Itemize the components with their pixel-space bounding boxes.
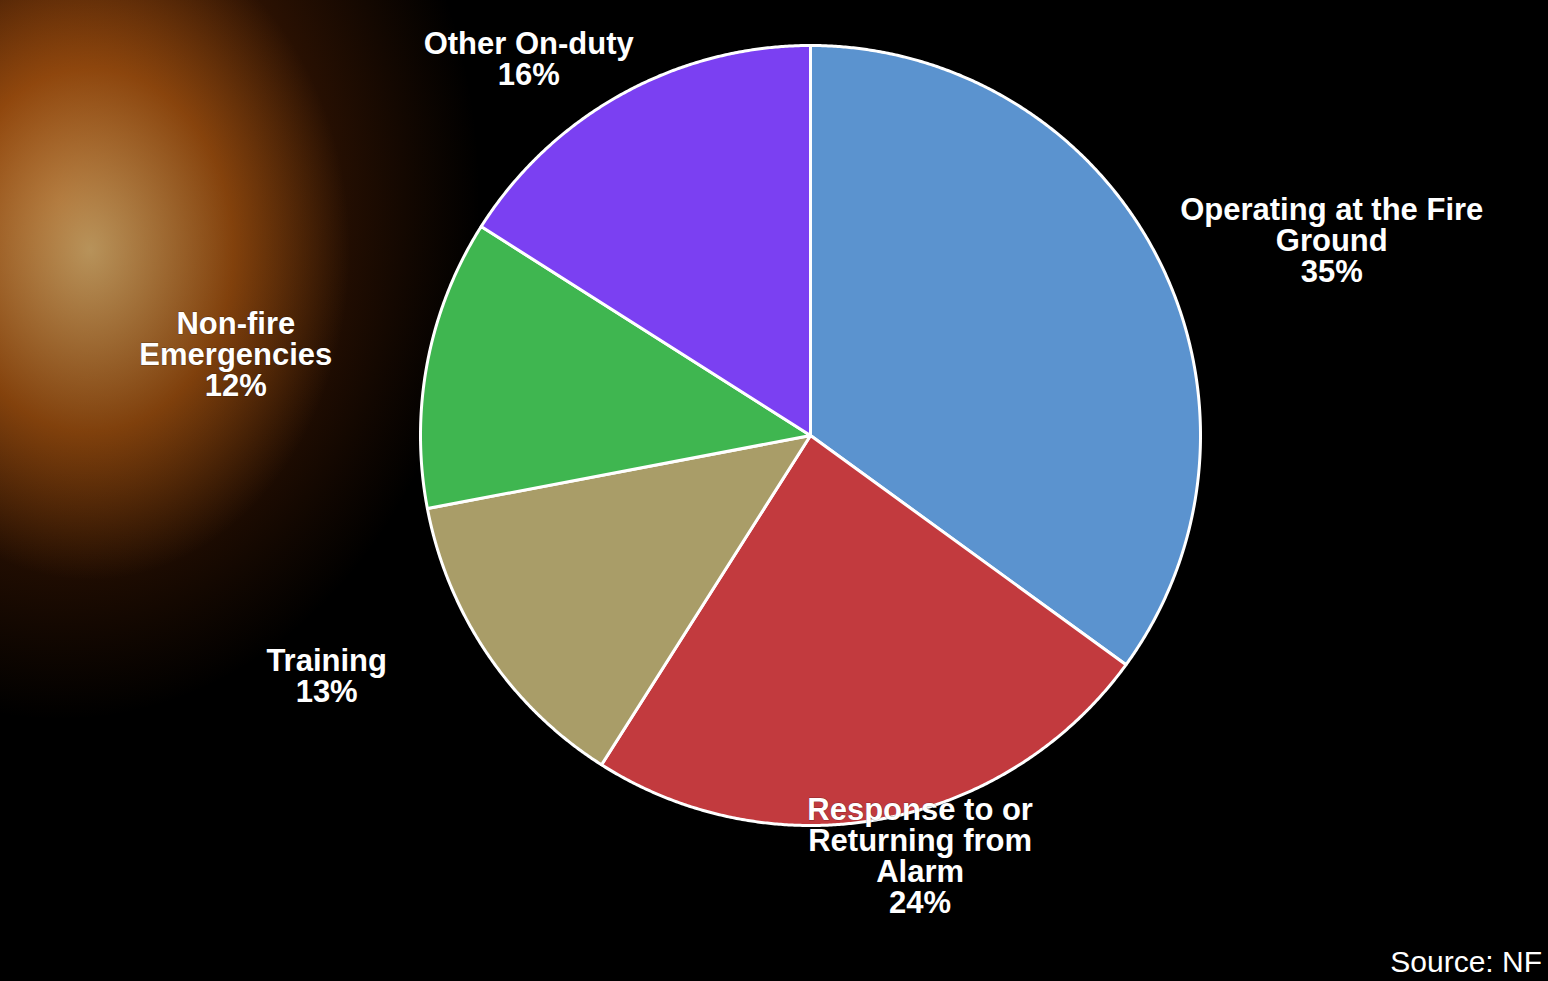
svg-text:Operating at the FireGround35%: Operating at the FireGround35% bbox=[1180, 192, 1483, 289]
svg-text:Other On-duty16%: Other On-duty16% bbox=[424, 26, 635, 92]
svg-text:Non-fireEmergencies12%: Non-fireEmergencies12% bbox=[139, 306, 332, 403]
svg-text:Training13%: Training13% bbox=[266, 643, 387, 709]
html-text:Source: NF: Source: NF bbox=[1390, 945, 1542, 978]
svg-text:Response to orReturning fromAl: Response to orReturning fromAlarm24% bbox=[807, 792, 1033, 920]
